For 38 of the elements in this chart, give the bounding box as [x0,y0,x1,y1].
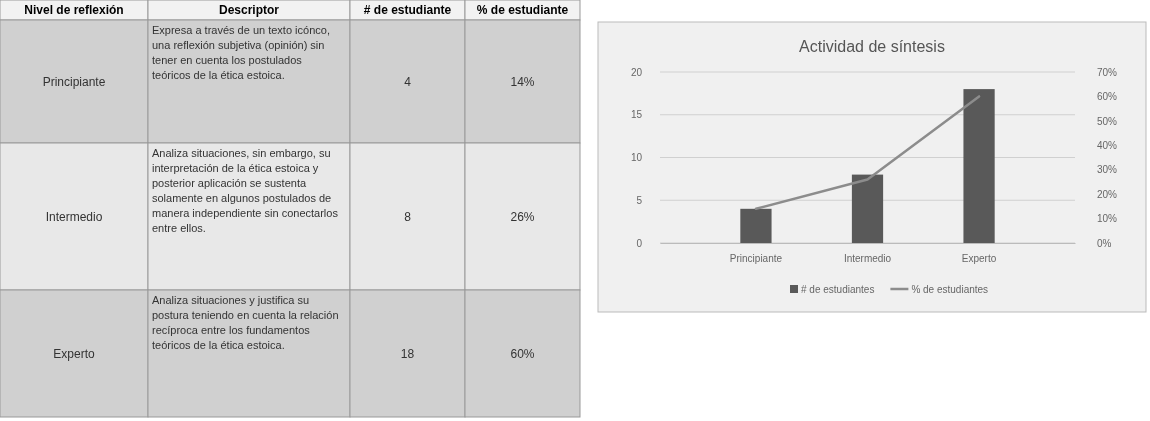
y-tick-label: 20 [630,66,643,78]
x-tick-label: Intermedio [843,253,892,265]
y2-tick-label: 70% [1097,66,1118,78]
text: 18 [400,346,415,361]
text: 26% [510,209,535,224]
text: Expresa a través de un texto icónco, una reflexión subjetiva (opinión) sin tener en cuenta los postulados teóricos de la ética estoica. [152,24,330,81]
y2-tick-label: 0% [1097,237,1112,249]
text: Descriptor [218,3,280,17]
x-tick-label: Principiante [729,253,783,265]
y2-tick-label: 10% [1097,213,1118,225]
y2-tick-label: 60% [1097,91,1118,103]
text: Intermedio [45,209,103,224]
chart-title: Actividad de síntesis [799,38,945,55]
text: Analiza situaciones, sin embargo, su interpretación de la ética estoica y posterior aplicación se sustenta solamente en algunos postulados de manera independiente sin conectarlos entre ellos. [152,147,339,234]
text: 14% [510,74,535,89]
x-tick-label: Experto [961,253,997,265]
text: # de estudiante [363,3,452,17]
text: Analiza situaciones y justifica su postura teniendo en cuenta la relación recíproca entre los fundamentos teóricos de la ética estoica. [152,294,339,351]
y-tick-label: 15 [630,109,643,121]
legend-label: # de estudiantes [801,284,875,295]
text: 4 [404,74,412,89]
text: Experto [53,346,95,361]
y-tick-label: 10 [630,152,643,164]
y2-tick-label: 20% [1097,188,1118,200]
text: Principiante [42,74,106,89]
bar [851,174,884,243]
text: 60% [510,346,535,361]
text: Nivel de reflexión [24,3,124,17]
y2-tick-label: 50% [1097,115,1118,127]
y2-tick-label: 40% [1097,139,1118,151]
text: % de estudiante [476,3,569,17]
text: 8 [404,209,412,224]
bar [740,208,772,243]
y-tick-label: 0 [636,237,643,249]
y2-tick-label: 30% [1097,164,1118,176]
y-tick-label: 5 [636,194,643,206]
bar [963,89,995,243]
legend-label: % de estudiantes [911,284,989,295]
